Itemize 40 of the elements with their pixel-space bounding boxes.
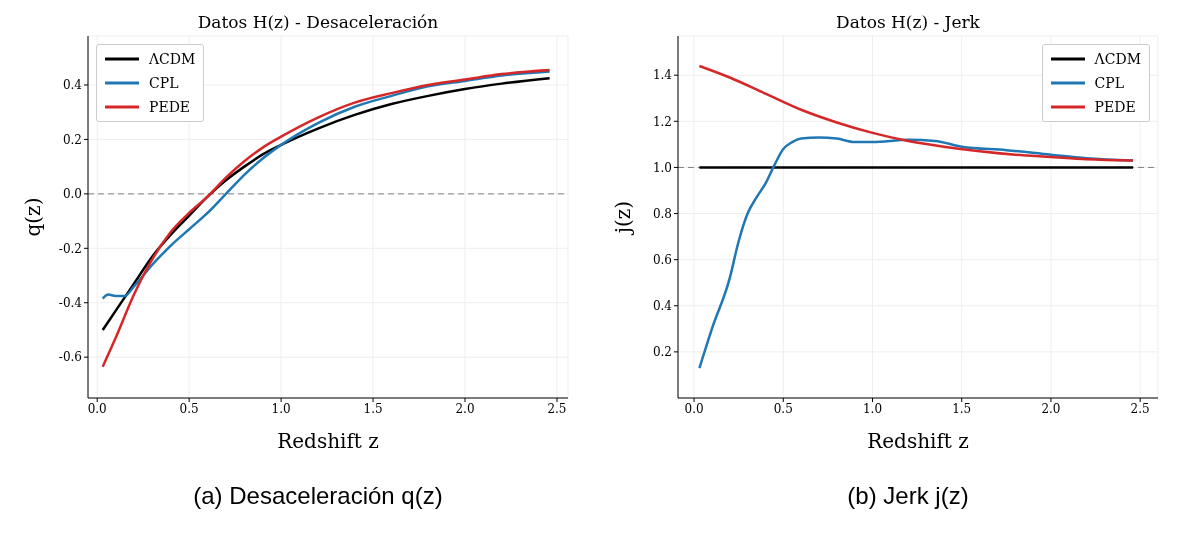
x-axis-title: Redshift z	[867, 429, 969, 453]
x-tick-label: 2.5	[547, 401, 567, 416]
legend-label: CPL	[1094, 74, 1125, 93]
chart-title: Datos H(z) - Jerk	[836, 12, 981, 32]
x-tick-label: 0.0	[684, 401, 704, 416]
y-tick-label: 1.0	[652, 160, 672, 175]
legend-label: ΛCDM	[1094, 50, 1141, 69]
x-tick-label: 2.0	[455, 401, 475, 416]
y-tick-label: 1.4	[652, 68, 673, 83]
text: (a) Desaceleración q(z)	[192, 482, 444, 510]
y-tick-label: 0.8	[652, 206, 672, 221]
legend-label: PEDE	[1094, 98, 1136, 117]
y-tick-label: -0.6	[58, 350, 82, 365]
y-axis-title: q(z)	[21, 197, 46, 237]
x-tick-label: 1.5	[952, 401, 972, 416]
line-series	[698, 64, 1135, 162]
y-axis-title: j(z)	[611, 200, 636, 236]
x-tick-label: 1.0	[271, 401, 291, 416]
legend-label: ΛCDM	[149, 50, 196, 69]
x-tick-label: 2.0	[1041, 401, 1061, 416]
y-tick-label: 0.0	[62, 187, 82, 202]
x-tick-label: 0.5	[179, 401, 199, 416]
y-tick-label: 1.2	[652, 114, 672, 129]
legend-label: PEDE	[149, 98, 191, 117]
legend-label: CPL	[149, 74, 179, 93]
y-tick-label: -0.2	[58, 241, 82, 256]
y-tick-label: -0.4	[58, 296, 83, 310]
x-tick-label: 1.0	[862, 401, 883, 416]
chart-title: Datos H(z) - Desaceleración	[197, 12, 439, 32]
y-tick-label: 0.4	[652, 299, 673, 314]
text: (b) Jerk j(z)	[846, 482, 970, 510]
y-tick-label: 0.2	[62, 132, 82, 147]
x-tick-label: 0.5	[773, 401, 793, 416]
y-tick-label: 0.2	[652, 345, 672, 360]
y-tick-label: 0.4	[62, 78, 83, 93]
y-tick-label: 0.6	[652, 252, 672, 267]
x-tick-label: 1.5	[363, 401, 383, 416]
x-axis-title: Redshift z	[277, 429, 379, 453]
x-tick-label: 0.0	[87, 401, 107, 416]
x-tick-label: 2.5	[1130, 401, 1150, 416]
